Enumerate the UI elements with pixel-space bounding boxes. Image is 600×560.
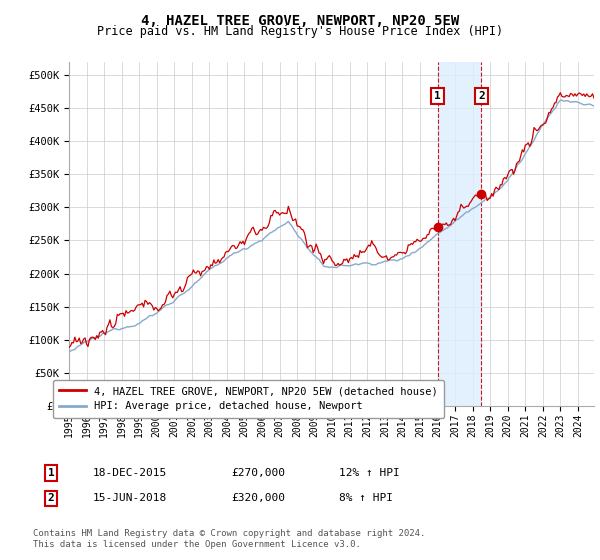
Text: £270,000: £270,000	[231, 468, 285, 478]
Text: 18-DEC-2015: 18-DEC-2015	[93, 468, 167, 478]
Text: 1: 1	[47, 468, 55, 478]
Text: 12% ↑ HPI: 12% ↑ HPI	[339, 468, 400, 478]
Bar	[437, 62, 481, 406]
Text: 2: 2	[47, 493, 55, 503]
Text: 1: 1	[434, 91, 441, 101]
Text: Price paid vs. HM Land Registry's House Price Index (HPI): Price paid vs. HM Land Registry's House …	[97, 25, 503, 38]
Text: 8% ↑ HPI: 8% ↑ HPI	[339, 493, 393, 503]
Legend: 4, HAZEL TREE GROVE, NEWPORT, NP20 5EW (detached house), HPI: Average price, det: 4, HAZEL TREE GROVE, NEWPORT, NP20 5EW (…	[53, 380, 444, 418]
Text: Contains HM Land Registry data © Crown copyright and database right 2024.
This d: Contains HM Land Registry data © Crown c…	[33, 529, 425, 549]
Text: 2: 2	[478, 91, 485, 101]
Text: 4, HAZEL TREE GROVE, NEWPORT, NP20 5EW: 4, HAZEL TREE GROVE, NEWPORT, NP20 5EW	[141, 14, 459, 28]
Text: £320,000: £320,000	[231, 493, 285, 503]
Text: 15-JUN-2018: 15-JUN-2018	[93, 493, 167, 503]
